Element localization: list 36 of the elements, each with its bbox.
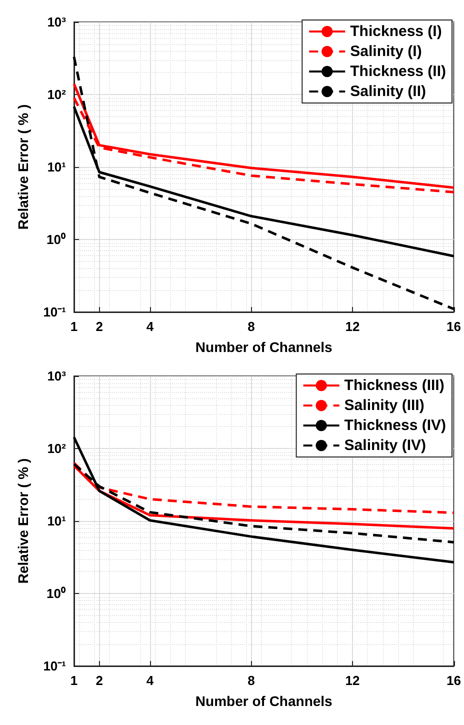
line-series [72,464,456,530]
x-tick-label: 2 [96,673,103,688]
legend-label: Thickness (II) [350,63,446,80]
y-axis-title: Relative Error ( % ) [15,458,31,584]
y-tick-label: 10⁻¹ [43,304,66,320]
y-tick-label: 10⁻¹ [43,658,66,674]
y-tick-label: 10⁰ [46,232,66,247]
y-tick-label: 10¹ [47,160,66,174]
y-tick-label: 10² [47,441,67,456]
y-tick-label: 10³ [47,368,67,384]
legend-label: Thickness (III) [344,377,444,394]
line-series [72,436,456,564]
legend-label: Salinity (I) [350,43,422,60]
y-axis-title: Relative Error ( % ) [15,104,31,230]
x-tick-label: 4 [146,673,154,688]
legend-label: Thickness (I) [350,23,442,40]
legend-label: Salinity (II) [350,83,426,100]
x-tick-label: 1 [70,673,78,688]
y-tick-label: 10³ [47,14,67,30]
x-tick-label: 2 [96,319,103,334]
x-tick-label: 12 [345,673,360,688]
x-axis-title: Number of Channels [195,693,333,709]
x-tick-label: 8 [248,673,255,688]
x-tick-label: 12 [345,319,360,334]
legend-label: Salinity (III) [344,397,424,414]
legend-label: Salinity (IV) [344,437,426,454]
y-tick-label: 10² [47,87,67,102]
x-tick-label: 1 [70,319,78,334]
x-axis-title: Number of Channels [195,339,333,355]
x-tick-label: 16 [446,673,462,688]
x-tick-label: 16 [446,319,462,334]
legend-label: Thickness (IV) [344,417,446,434]
y-tick-label: 10⁰ [46,586,66,601]
y-tick-label: 10¹ [47,514,66,528]
x-tick-label: 4 [146,319,154,334]
x-tick-label: 8 [248,319,255,334]
